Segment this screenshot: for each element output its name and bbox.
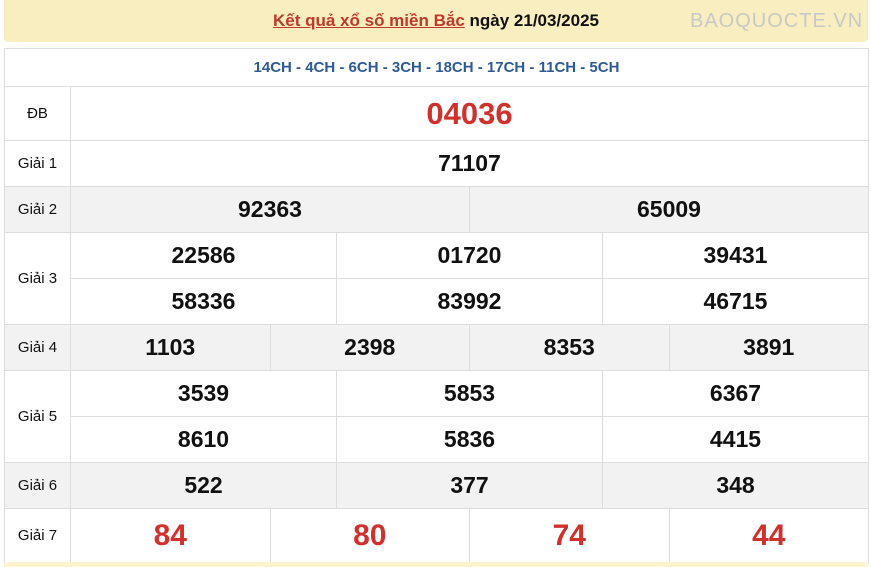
prize-number: 5836 [336,416,603,463]
prize-number: 3539 [70,370,337,417]
prize-number: 44 [668,508,869,563]
prize-label: Giải 7 [4,508,71,563]
prize-number: 01720 [336,232,603,279]
prize-label: Giải 6 [4,462,71,509]
prize-number: 83992 [336,278,603,325]
prize-number: 65009 [469,186,869,233]
prize-number: 80 [269,508,470,563]
prize-label: Giải 5 [4,370,71,463]
prize-number: 8610 [70,416,337,463]
prize-number: 8353 [469,324,670,371]
prize-number: 377 [336,462,603,509]
prize-number: 22586 [70,232,337,279]
prize-number: 6367 [602,370,869,417]
prize-label: ĐB [4,86,71,141]
date-text: ngày 21/03/2025 [469,11,599,30]
prize-number: 5853 [336,370,603,417]
prize-number: 71107 [70,140,869,187]
prize-number: 58336 [70,278,337,325]
prize-number: 92363 [70,186,470,233]
special-prize: 04036 [70,86,869,141]
prize-number: 3891 [668,324,869,371]
prize-number: 1103 [70,324,271,371]
results-header: Kết quả xổ số miền Bắc ngày 21/03/2025 [4,0,868,42]
footer-strip [4,562,868,567]
prize-label: Giải 3 [4,232,71,325]
prize-number: 84 [70,508,271,563]
prize-number: 2398 [269,324,470,371]
prize-number: 46715 [602,278,869,325]
prize-number: 522 [70,462,337,509]
prize-number: 74 [469,508,670,563]
prize-number: 348 [602,462,869,509]
prize-number: 39431 [602,232,869,279]
prize-label: Giải 1 [4,140,71,187]
title-link[interactable]: Kết quả xổ số miền Bắc [273,11,465,30]
special-codes: 14CH - 4CH - 6CH - 3CH - 18CH - 17CH - 1… [4,48,869,87]
prize-number: 4415 [602,416,869,463]
prize-label: Giải 4 [4,324,71,371]
prize-label: Giải 2 [4,186,71,233]
results-table: 14CH - 4CH - 6CH - 3CH - 18CH - 17CH - 1… [4,48,869,563]
